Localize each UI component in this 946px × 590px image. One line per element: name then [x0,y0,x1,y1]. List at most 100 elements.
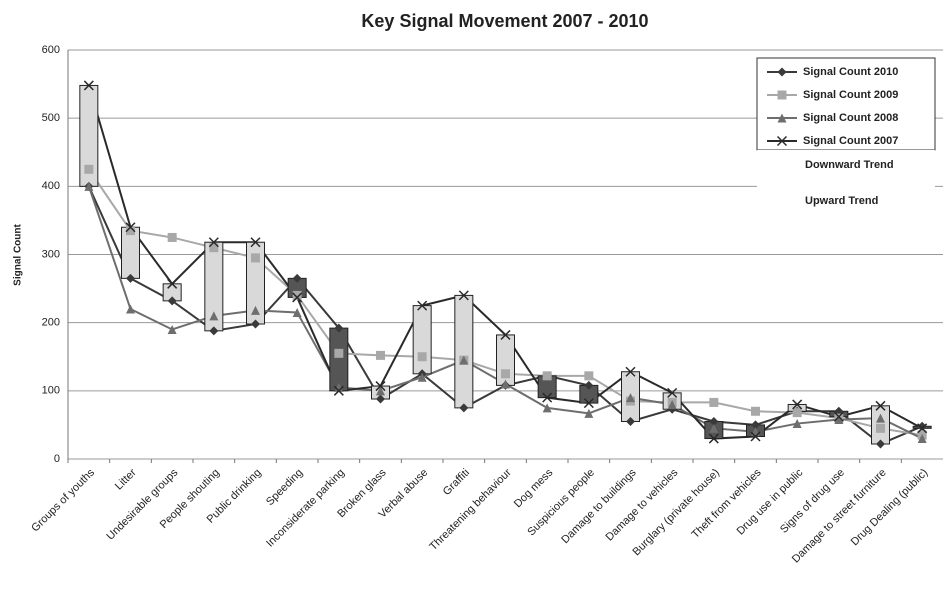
marker [776,135,788,147]
marker [917,434,927,444]
chart-title: Key Signal Movement 2007 - 2010 [361,11,648,31]
marker [626,393,635,403]
marker [777,113,787,123]
marker [126,226,135,236]
y-tick-label: 500 [42,112,60,124]
legend-label: Signal Count 2007 [803,135,898,147]
marker [251,305,260,315]
marker [375,381,386,392]
y-tick-label: 200 [42,317,60,329]
marker [709,423,719,433]
marker [876,423,885,433]
x-tick-label: Inconsiderate parking [264,467,347,550]
marker [876,413,885,423]
up-bar [412,305,432,375]
marker [292,307,302,317]
marker [126,304,135,314]
marker [792,399,803,410]
legend-label: Signal Count 2009 [803,89,898,101]
marker [167,296,177,306]
marker [501,379,510,389]
marker [750,431,761,442]
marker [376,350,385,360]
marker [876,439,885,449]
marker [792,419,802,429]
legend-label: Signal Count 2010 [803,66,898,78]
y-tick-label: 600 [42,44,60,56]
marker [751,420,760,430]
marker [251,319,260,329]
marker [126,273,135,283]
y-tick-label: 400 [42,180,60,192]
x-tick-label: Speeding [264,467,305,508]
marker [292,292,303,303]
y-tick-label: 300 [42,248,60,260]
marker [833,411,844,422]
x-tick-label: Undesirable groups [104,466,180,542]
x-tick-label: Theft from vehicles [689,466,764,541]
marker [251,253,260,263]
marker [542,392,553,403]
marker [709,397,719,407]
marker [417,352,427,362]
x-tick-label: Graffiti [441,467,472,498]
marker [501,369,510,379]
marker [376,394,385,404]
marker [125,222,136,233]
marker [777,67,787,77]
marker [84,181,94,191]
marker [292,273,302,283]
marker [334,348,344,358]
marker [292,290,302,300]
marker [84,164,94,174]
marker [167,278,178,289]
marker [917,421,927,431]
legend-label: Downward Trend [805,159,894,171]
legend-label: Upward Trend [805,195,878,207]
marker [500,329,511,340]
x-tick-label: Dog mess [512,466,556,510]
marker [83,80,94,91]
marker [584,408,594,418]
marker [625,366,636,377]
marker [542,403,552,413]
marker [376,386,385,396]
legend-box [757,150,935,222]
marker [167,232,177,242]
marker [584,380,594,390]
marker [542,371,552,381]
y-tick-label: 0 [54,453,60,465]
legend-label: Signal Count 2008 [803,112,898,124]
marker [626,417,635,427]
marker [417,372,427,382]
marker [167,324,177,334]
up-bar [454,294,474,409]
marker [334,323,344,333]
marker [583,398,594,409]
marker [417,300,428,311]
x-tick-label: Groups of youths [29,466,97,534]
marker [459,403,469,413]
x-tick-label: Damage to buildings [559,466,639,546]
marker [209,243,219,253]
marker [667,387,678,398]
marker [917,423,928,434]
x-tick-label: Litter [113,466,139,492]
y-tick-label: 100 [42,385,60,397]
marker [584,371,594,381]
x-tick-label: Threatening behaviour [427,466,514,553]
marker [334,382,344,392]
marker [250,237,261,248]
marker [834,414,844,424]
legend-box [756,57,936,151]
marker [708,433,719,444]
x-tick-label: Damage to vehicles [604,466,681,543]
marker [709,417,719,427]
marker [208,237,219,248]
marker [777,90,787,100]
marker [333,385,344,396]
marker [459,355,469,365]
marker [458,290,469,301]
x-tick-label: Drug Dealing (public) [849,467,931,549]
